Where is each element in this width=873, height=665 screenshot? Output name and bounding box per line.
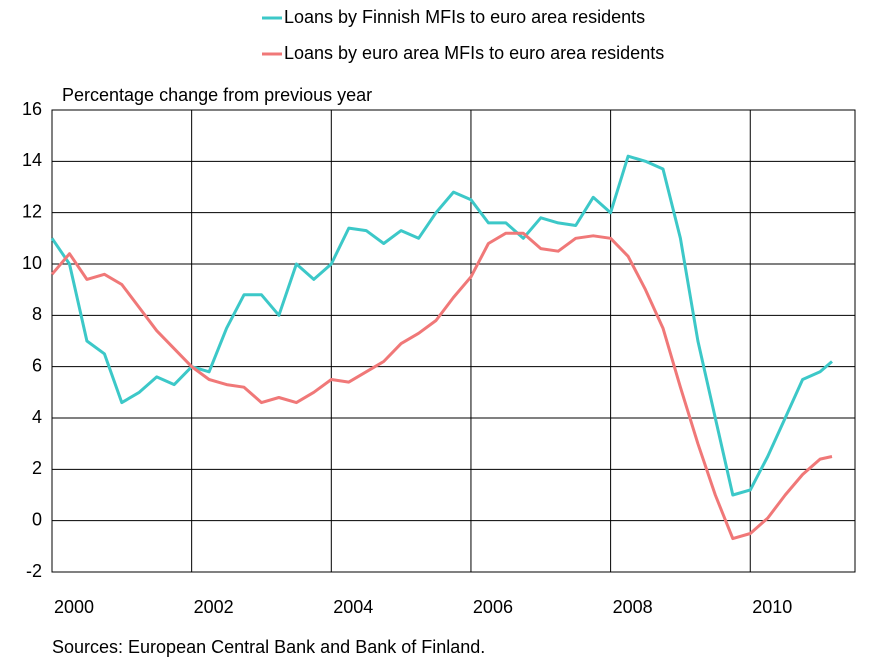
y-tick-label: 8 xyxy=(32,304,42,324)
x-tick-label: 2002 xyxy=(194,597,234,617)
series-line xyxy=(50,154,833,497)
plot-frame xyxy=(51,109,856,573)
y-tick-label: 10 xyxy=(22,253,42,273)
y-tick-label: 14 xyxy=(22,150,42,170)
legend-label: Loans by Finnish MFIs to euro area resid… xyxy=(284,7,645,27)
y-tick-label: 16 xyxy=(22,99,42,119)
x-tick-label: 2006 xyxy=(473,597,513,617)
series-line xyxy=(50,231,833,541)
y-tick-label: 2 xyxy=(32,458,42,478)
y-tick-label: -2 xyxy=(26,561,42,581)
x-tick-label: 2000 xyxy=(54,597,94,617)
y-axis-label: Percentage change from previous year xyxy=(62,85,372,105)
source-note: Sources: European Central Bank and Bank … xyxy=(52,637,485,657)
y-tick-label: 4 xyxy=(32,407,42,427)
x-tick-label: 2010 xyxy=(752,597,792,617)
legend-label: Loans by euro area MFIs to euro area res… xyxy=(284,43,664,63)
x-tick-label: 2004 xyxy=(333,597,373,617)
y-tick-label: 6 xyxy=(32,355,42,375)
y-tick-label: 12 xyxy=(22,201,42,221)
x-tick-label: 2008 xyxy=(613,597,653,617)
y-tick-label: 0 xyxy=(32,509,42,529)
